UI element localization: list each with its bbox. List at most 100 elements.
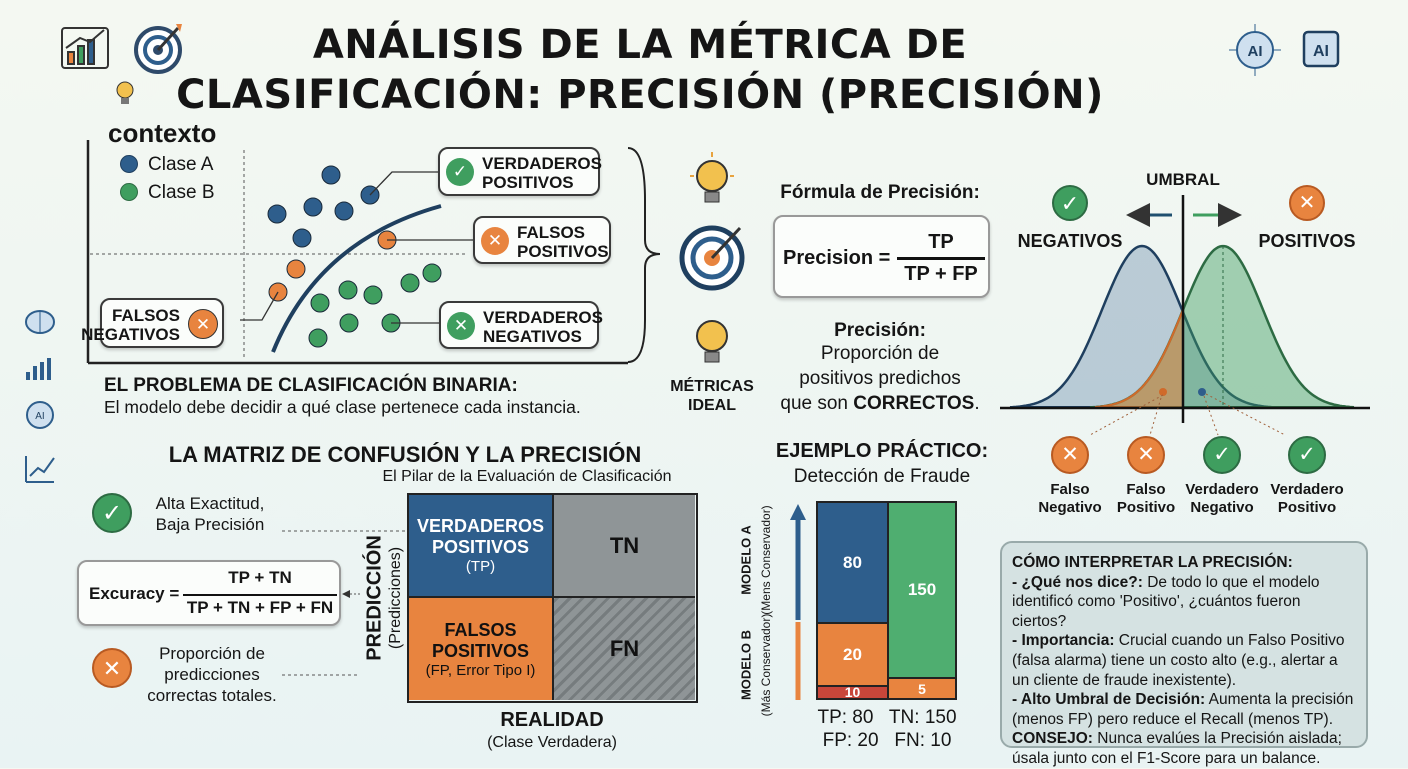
check-icon: ✓ (92, 493, 132, 533)
ai-brain-icon: AI (1229, 24, 1281, 76)
x-icon: ✕ (481, 227, 509, 255)
example-summary-2: FP: 20 FN: 10 (822, 730, 952, 751)
bar-fn: 10 (818, 687, 887, 698)
x-icon: ✕ (447, 312, 475, 340)
outcome-line1: Falso (1126, 481, 1166, 498)
note-line: Alta Exactitud, (155, 494, 265, 513)
data-point (303, 197, 323, 217)
negatives-label: NEGATIVOS (1017, 231, 1123, 251)
cell-tp-line3: (TP) (465, 558, 496, 575)
outcome-line2: Negativo (1038, 499, 1102, 516)
outcome-line2: Positivo (1116, 499, 1176, 516)
metrics-label-2: IDEAL (688, 397, 736, 414)
accuracy-numerator: TP + TN (228, 568, 292, 587)
target-icon (134, 24, 182, 74)
ai-chip-icon: AI (1302, 30, 1340, 68)
page-title: ANÁLISIS DE LA MÉTRICA DE (312, 22, 968, 68)
item-key: - Importancia: (1012, 632, 1115, 650)
confusion-matrix: VERDADEROS POSITIVOS (TP) TN FALSOS POSI… (407, 493, 698, 703)
lightbulb-icon (696, 320, 728, 363)
fraction-bar (183, 594, 337, 596)
accuracy-formula: Excuracy = TP + TN TP + TN + FP + FN (77, 560, 341, 626)
callout-tp-line2: POSITIVOS (482, 173, 574, 192)
check-icon: ✓ (1288, 436, 1326, 474)
definition-text: que son (780, 393, 854, 414)
note-line: correctas totales. (147, 686, 277, 705)
legend-swatch-b (120, 183, 138, 201)
definition-line: Proporción de (820, 343, 940, 364)
x-axis-label: REALIDAD (500, 709, 604, 731)
cell-fp-line2: POSITIVOS (431, 640, 530, 661)
note-line: Baja Precisión (155, 515, 265, 534)
example-subtitle: Detección de Fraude (793, 466, 971, 487)
check-icon: ✓ (1052, 185, 1088, 221)
target-icon (679, 225, 745, 291)
fraud-example-chart: 80 20 10 150 5 (816, 501, 957, 700)
bar-tp: 80 (818, 503, 887, 622)
outcome-label: Verdadero Positivo (1270, 481, 1343, 517)
matrix-title: LA MATRIZ DE CONFUSIÓN Y LA PRECISIÓN (168, 442, 642, 467)
outcome-line2: Negativo (1190, 499, 1254, 516)
outcome-line1: Falso (1050, 481, 1090, 498)
check-icon: ✓ (446, 158, 474, 186)
callout-fn: FALSOS NEGATIVOS ✕ (81, 298, 224, 348)
brain-icon (25, 310, 55, 334)
interpretation-item: CONSEJO: Nunca evalúes la Precisión aisl… (1012, 729, 1356, 768)
cell-tp: VERDADEROS POSITIVOS (TP) (409, 495, 554, 598)
threshold-diagram (1000, 195, 1370, 436)
item-key: - ¿Qué nos dice?: (1012, 573, 1143, 591)
interpretation-item: - Importancia: Crucial cuando un Falso P… (1012, 631, 1356, 690)
callout-fp: ✕ FALSOS POSITIVOS (473, 216, 611, 264)
item-key: - Alto Umbral de Decisión: (1012, 691, 1206, 709)
callout-fn-line1: FALSOS (111, 306, 180, 325)
callout-tp-line1: VERDADEROS (482, 154, 602, 173)
page-title-line2: CLASIFICACIÓN: PRECISIÓN (PRECISIÓN) (176, 72, 1104, 118)
bar-small: 5 (889, 679, 955, 698)
scatter-plot (86, 140, 661, 365)
outcome-line1: Verdadero (1270, 481, 1344, 498)
callout-fn-line2: NEGATIVOS (81, 325, 180, 344)
lightbulb-icon (690, 152, 734, 203)
callout-tn-line2: NEGATIVOS (483, 327, 582, 346)
note-accuracy-definition: Proporción de predicciones correctas total… (147, 643, 276, 706)
x-icon: ✕ (1127, 436, 1165, 474)
y-axis-label: PREDICCIÓN (363, 535, 386, 661)
definition-end: . (974, 393, 980, 414)
cell-fp-line1: FALSOS (444, 619, 517, 640)
y-axis-sublabel: (Predicciones) (387, 546, 404, 650)
bar-chart-icon (26, 358, 51, 380)
data-point (286, 259, 306, 279)
outcome-line1: Verdadero (1185, 481, 1259, 498)
item-text: De todo lo que el modelo identificó como… (1012, 573, 1320, 630)
cell-fn: FN (554, 598, 695, 700)
data-point (334, 201, 354, 221)
data-point (338, 280, 358, 300)
data-point (363, 285, 383, 305)
decision-boundary (271, 204, 442, 353)
brace (627, 147, 661, 363)
bar-chart-icon (61, 27, 109, 69)
interpretation-title: CÓMO INTERPRETAR LA PRECISIÓN: (1012, 554, 1293, 571)
x-icon: ✕ (188, 309, 218, 339)
outcome-line2: Positivo (1277, 499, 1337, 516)
accuracy-lhs: Excuracy = (89, 584, 180, 603)
interpretation-item: - ¿Qué nos dice?: De todo lo que el mode… (1012, 573, 1356, 632)
cell-fp-line3: (FP, Error Tipo I) (425, 661, 536, 679)
callout-tn: ✕ VERDADEROS NEGATIVOS (439, 301, 603, 349)
callout-tn-line1: VERDADEROS (483, 308, 603, 327)
check-icon: ✓ (1203, 436, 1241, 474)
item-text: Crucial cuando un Falso Positivo (falsa … (1012, 632, 1345, 689)
cell-tp-line2: POSITIVOS (431, 537, 530, 557)
definition-title: Precisión: (834, 320, 926, 341)
definition-line-last: que son CORRECTOS. (780, 393, 979, 415)
context-heading: contexto (108, 118, 217, 148)
data-point (321, 165, 341, 185)
item-key: CONSEJO: (1012, 730, 1093, 748)
note-line: Proporción de (159, 644, 265, 663)
bar-fp: 20 (818, 624, 887, 685)
data-point (400, 273, 420, 293)
model-a-sublabel: (Mens Conservador) (759, 505, 773, 615)
svg-text:AI: AI (1313, 43, 1329, 60)
model-b-sublabel: (Más Conservador) (759, 613, 773, 717)
